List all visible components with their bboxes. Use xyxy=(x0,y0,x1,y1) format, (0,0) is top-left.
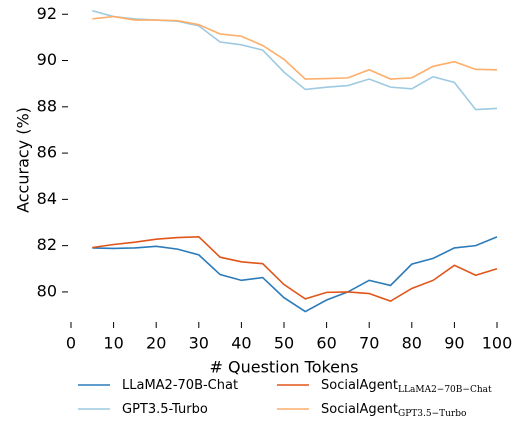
legend-name: SocialAgent xyxy=(321,402,398,417)
x-tick-label: 30 xyxy=(189,334,209,353)
x-axis-label: # Question Tokens xyxy=(210,358,359,377)
legend-label: GPT3.5-Turbo xyxy=(122,402,208,417)
legend-name: GPT3.5-Turbo xyxy=(122,402,208,417)
legend-label: SocialAgentGPT3.5−Turbo xyxy=(321,402,466,419)
y-tick-label: 88 xyxy=(37,96,57,115)
y-axis-label: Accuracy (%) xyxy=(14,107,33,213)
y-tick-label: 84 xyxy=(37,189,57,208)
x-tick-label: 20 xyxy=(146,334,166,353)
y-tick-label: 92 xyxy=(37,4,57,23)
x-tick-label: 70 xyxy=(359,334,379,353)
x-tick-label: 60 xyxy=(316,334,336,353)
y-tick-label: 82 xyxy=(37,235,57,254)
x-tick-label: 100 xyxy=(482,334,513,353)
x-tick-label: 0 xyxy=(66,334,76,353)
y-tick-label: 80 xyxy=(37,281,57,300)
line xyxy=(92,236,498,303)
x-tick-label: 10 xyxy=(103,334,123,353)
x-tick-label: 50 xyxy=(274,334,294,353)
y-tick-label: 86 xyxy=(37,143,57,162)
y-tick-label: 90 xyxy=(37,50,57,69)
x-tick-label: 90 xyxy=(444,334,464,353)
line xyxy=(92,15,498,80)
legend-name: LLaMA2-70B-Chat xyxy=(122,378,238,393)
x-tick-label: 80 xyxy=(402,334,422,353)
legend-label: SocialAgentLLaMA2−70B−Chat xyxy=(321,378,492,395)
legend-label: LLaMA2-70B-Chat xyxy=(122,378,238,393)
line xyxy=(92,236,498,313)
legend-subscript: LLaMA2−70B−Chat xyxy=(398,385,492,395)
legend-subscript: GPT3.5−Turbo xyxy=(398,409,466,419)
x-tick-label: 40 xyxy=(231,334,251,353)
legend-name: SocialAgent xyxy=(321,378,398,393)
line xyxy=(92,10,498,111)
